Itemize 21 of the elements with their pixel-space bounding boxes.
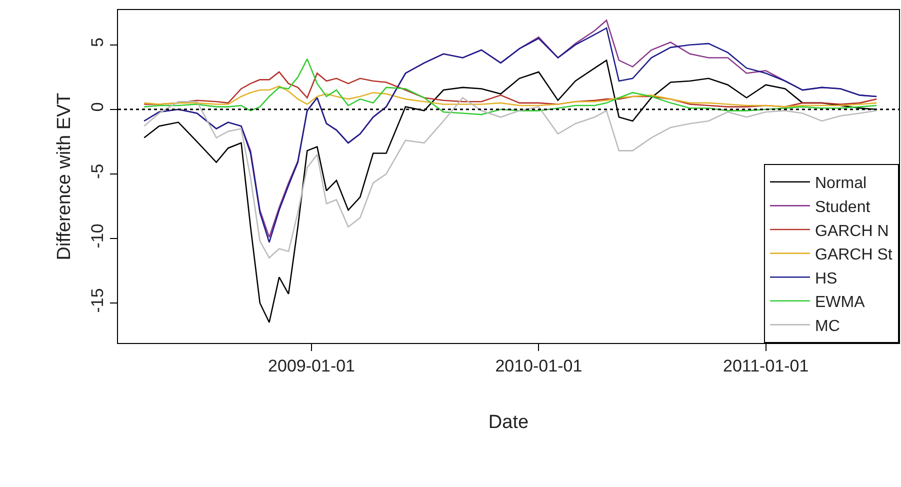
x-tick-label: 2010-01-01 bbox=[495, 356, 582, 376]
legend-label: GARCH St bbox=[815, 246, 893, 264]
legend-label: Student bbox=[815, 198, 871, 216]
y-tick-label: -15 bbox=[88, 288, 108, 313]
legend-label: EWMA bbox=[815, 294, 866, 312]
x-tick-label: 2009-01-01 bbox=[268, 356, 356, 376]
line-series bbox=[143, 71, 878, 108]
y-tick-label: 0 bbox=[88, 102, 108, 112]
legend-label: Normal bbox=[815, 175, 867, 192]
legend-label: MC bbox=[815, 318, 840, 335]
line-series bbox=[143, 58, 878, 116]
line-series bbox=[143, 97, 878, 258]
line-series bbox=[143, 86, 878, 108]
y-tick-label: -5 bbox=[88, 164, 108, 179]
x-tick-label: 2011-01-01 bbox=[722, 356, 809, 376]
legend-label: GARCH N bbox=[815, 222, 889, 240]
y-axis-title: Difference with EVT bbox=[54, 92, 76, 260]
legend-label: HS bbox=[815, 270, 838, 288]
y-tick-label: -10 bbox=[88, 224, 108, 248]
y-tick-label: 5 bbox=[88, 38, 108, 48]
x-axis-title: Date bbox=[488, 412, 529, 434]
